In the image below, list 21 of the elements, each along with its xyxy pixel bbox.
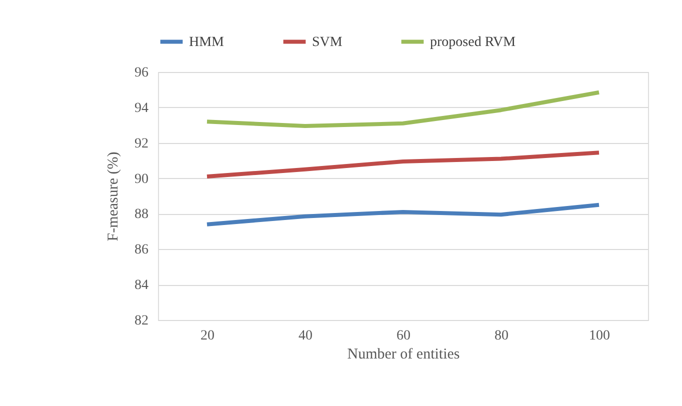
line-series [205, 90, 601, 128]
legend-label: proposed RVM [430, 34, 516, 50]
y-tick-label: 82 [134, 314, 148, 328]
y-tick-label: 90 [134, 172, 148, 187]
y-tick-label: 92 [134, 136, 148, 152]
x-tick-label: 40 [298, 328, 312, 344]
y-tick-label: 84 [134, 278, 148, 294]
x-tick-label: 60 [396, 328, 410, 344]
line-series [205, 150, 601, 179]
legend-label: SVM [312, 34, 343, 50]
legend-label: HMM [189, 34, 225, 50]
x-axis-title: Number of entities [347, 346, 460, 362]
y-tick-label: 88 [134, 207, 148, 222]
x-tick-label: 80 [494, 328, 508, 344]
x-tick-label: 20 [200, 328, 214, 344]
y-tick-label: 96 [134, 66, 148, 80]
line-series [205, 202, 601, 226]
x-tick-label: 100 [589, 328, 610, 344]
y-tick-label: 94 [134, 100, 148, 116]
y-tick-label: 86 [134, 242, 148, 258]
y-axis-title: F-measure (%) [106, 152, 122, 242]
